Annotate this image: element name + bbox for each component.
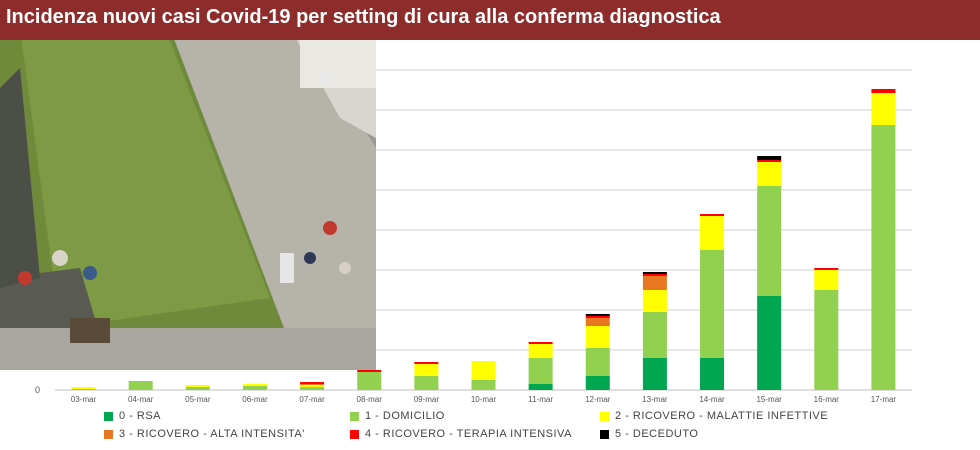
x-tick-label: 03-mar xyxy=(71,395,97,404)
bar-segment xyxy=(471,380,496,390)
bar-segment xyxy=(414,376,439,390)
legend-swatch xyxy=(350,411,359,421)
x-tick-label: 13-mar xyxy=(642,395,668,404)
x-tick-label: 09-mar xyxy=(414,395,440,404)
bar-segment xyxy=(757,296,782,390)
bar-segment xyxy=(585,318,610,326)
bar-segment xyxy=(128,381,153,390)
x-tick-label: 14-mar xyxy=(699,395,725,404)
x-tick-label: 05-mar xyxy=(185,395,211,404)
bar-segment xyxy=(700,214,725,216)
bar-segment xyxy=(700,216,725,250)
bar-segment xyxy=(642,290,667,312)
bar-segment xyxy=(185,385,210,387)
bar-segment xyxy=(871,125,896,390)
bar-segment xyxy=(757,162,782,186)
bar-segment xyxy=(871,89,896,93)
legend-label: 3 - RICOVERO - ALTA INTENSITA' xyxy=(119,428,305,440)
bar-segment xyxy=(71,389,96,390)
bar-segment xyxy=(471,361,496,380)
legend-label: 0 - RSA xyxy=(119,410,162,422)
x-tick-label: 11-mar xyxy=(528,395,553,404)
bar-segment xyxy=(414,364,439,376)
bar-segment xyxy=(300,385,325,387)
legend-item: 2 - RICOVERO - MALATTIE INFETTIVE xyxy=(600,410,828,422)
legend-item: 1 - DOMICILIO xyxy=(350,410,445,422)
photo-overlay xyxy=(0,28,376,370)
chart-legend: 0 - RSA 1 - DOMICILIO 2 - RICOVERO - MALAT… xyxy=(104,410,964,446)
bar-segment xyxy=(585,376,610,390)
bar-segment xyxy=(242,386,267,390)
bar-segment xyxy=(642,358,667,390)
bar-segment xyxy=(814,268,839,270)
legend-swatch xyxy=(600,411,609,421)
bar-segment xyxy=(585,316,610,318)
bar-segment xyxy=(642,276,667,290)
bar-segment xyxy=(300,384,325,385)
x-tick-label: 07-mar xyxy=(299,395,325,404)
bar-segment xyxy=(528,344,553,358)
bar-segment xyxy=(242,384,267,386)
bar-segment xyxy=(700,250,725,358)
chart-title: Incidenza nuovi casi Covid-19 per settin… xyxy=(6,6,721,28)
bar-segment xyxy=(585,326,610,348)
bar-segment xyxy=(871,93,896,125)
x-tick-label: 06-mar xyxy=(242,395,268,404)
x-tick-label: 12-mar xyxy=(585,395,611,404)
bar-segment xyxy=(300,387,325,390)
legend-item: 4 - RICOVERO - TERAPIA INTENSIVA xyxy=(350,428,572,440)
bar-segment xyxy=(757,186,782,296)
bar-segment xyxy=(642,312,667,358)
legend-swatch xyxy=(104,411,113,421)
legend-swatch xyxy=(104,429,113,439)
bar-segment xyxy=(414,362,439,364)
bar-segment xyxy=(71,387,96,389)
bar-segment xyxy=(757,156,782,160)
x-tick-label: 17-mar xyxy=(871,395,897,404)
x-tick-label: 16-mar xyxy=(814,395,840,404)
bar-segment xyxy=(700,358,725,390)
bar-segment xyxy=(585,314,610,316)
title-bar: Incidenza nuovi casi Covid-19 per settin… xyxy=(0,0,980,40)
bar-segment xyxy=(528,358,553,384)
bar-segment xyxy=(642,272,667,274)
bar-segment xyxy=(814,270,839,290)
legend-swatch xyxy=(600,429,609,439)
x-tick-label: 10-mar xyxy=(471,395,497,404)
bar-segment xyxy=(528,342,553,344)
bar-segment xyxy=(585,348,610,376)
legend-label: 5 - DECEDUTO xyxy=(615,428,699,440)
bar-segment xyxy=(185,387,210,390)
legend-item: 3 - RICOVERO - ALTA INTENSITA' xyxy=(104,428,305,440)
bar-segment xyxy=(757,160,782,162)
legend-label: 2 - RICOVERO - MALATTIE INFETTIVE xyxy=(615,410,829,422)
y-tick-label: 0 xyxy=(35,385,40,395)
bar-segment xyxy=(642,274,667,276)
bar-segment xyxy=(528,384,553,390)
bar-segment xyxy=(300,382,325,384)
legend-label: 1 - DOMICILIO xyxy=(365,410,445,422)
x-tick-label: 04-mar xyxy=(128,395,154,404)
bar-segment xyxy=(814,290,839,390)
legend-item: 0 - RSA xyxy=(104,410,161,422)
bar-segment xyxy=(357,372,382,390)
bar-segment xyxy=(357,370,382,372)
legend-label: 4 - RICOVERO - TERAPIA INTENSIVA xyxy=(365,428,572,440)
legend-swatch xyxy=(350,429,359,439)
outdoor-courtyard-photo xyxy=(0,28,376,370)
legend-item: 5 - DECEDUTO xyxy=(600,428,698,440)
x-tick-label: 15-mar xyxy=(756,395,782,404)
x-tick-label: 08-mar xyxy=(357,395,383,404)
